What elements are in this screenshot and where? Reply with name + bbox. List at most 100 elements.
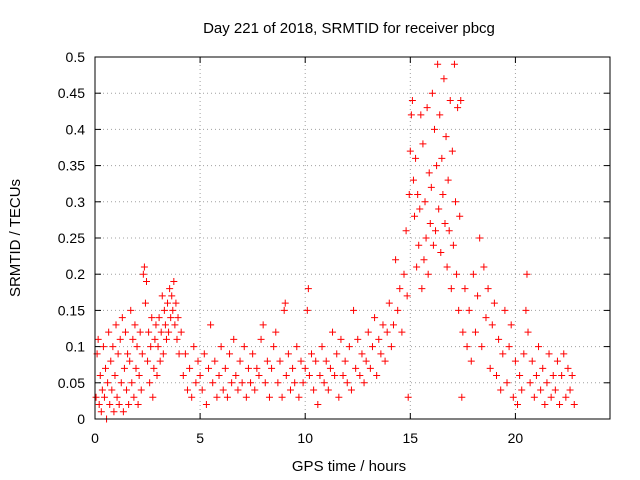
- data-point: [293, 343, 301, 351]
- data-point: [568, 372, 576, 380]
- data-point: [117, 379, 125, 387]
- data-point: [423, 104, 431, 112]
- y-tick-label: 0.35: [58, 158, 85, 174]
- data-point: [509, 393, 517, 401]
- data-point: [115, 401, 123, 409]
- y-tick-label: 0.45: [58, 85, 85, 101]
- data-point: [280, 306, 288, 314]
- y-tick-label: 0.5: [66, 49, 86, 65]
- data-point: [240, 343, 248, 351]
- data-point: [109, 343, 117, 351]
- data-point: [438, 154, 446, 162]
- data-point: [476, 234, 484, 242]
- data-point: [265, 393, 273, 401]
- data-point: [329, 328, 337, 336]
- data-point: [95, 401, 103, 409]
- data-point: [556, 401, 564, 409]
- data-point: [497, 386, 505, 394]
- data-point: [389, 321, 397, 329]
- data-point: [415, 241, 423, 249]
- data-point: [112, 321, 120, 329]
- data-point: [412, 154, 420, 162]
- data-point: [492, 372, 500, 380]
- data-point: [439, 191, 447, 199]
- data-point: [352, 364, 360, 372]
- data-point: [211, 357, 219, 365]
- data-point: [345, 343, 353, 351]
- data-point: [503, 379, 511, 387]
- data-point: [447, 285, 455, 293]
- data-point: [505, 343, 513, 351]
- data-point: [219, 386, 227, 394]
- data-point: [421, 198, 429, 206]
- data-point: [400, 270, 408, 278]
- data-point: [303, 306, 311, 314]
- data-point: [97, 408, 105, 416]
- data-point: [166, 285, 174, 293]
- data-point: [385, 299, 393, 307]
- data-point: [130, 393, 138, 401]
- data-point: [114, 350, 122, 358]
- data-point: [257, 335, 265, 343]
- data-point: [454, 104, 462, 112]
- data-point: [387, 343, 395, 351]
- data-point: [148, 314, 156, 322]
- data-point: [261, 379, 269, 387]
- data-point: [96, 372, 104, 380]
- data-point: [183, 386, 191, 394]
- data-point: [186, 364, 194, 372]
- data-point: [425, 169, 433, 177]
- data-point: [523, 270, 531, 278]
- data-point: [526, 379, 534, 387]
- data-point: [414, 191, 422, 199]
- data-point: [409, 176, 417, 184]
- data-point: [316, 372, 324, 380]
- data-point: [242, 393, 250, 401]
- data-point: [501, 306, 509, 314]
- x-tick-label: 10: [297, 430, 313, 446]
- data-point: [143, 277, 150, 285]
- data-point: [295, 393, 303, 401]
- data-point: [392, 256, 400, 264]
- data-point: [326, 364, 334, 372]
- data-point: [416, 205, 424, 213]
- data-point: [175, 350, 183, 358]
- data-point: [337, 335, 345, 343]
- data-point: [560, 350, 568, 358]
- data-point: [418, 285, 426, 293]
- data-point: [200, 350, 208, 358]
- data-point: [202, 401, 210, 409]
- data-point: [137, 386, 145, 394]
- data-point: [368, 343, 376, 351]
- data-point: [480, 263, 488, 271]
- data-point: [322, 357, 330, 365]
- y-tick-label: 0.2: [66, 266, 86, 282]
- data-point: [539, 364, 547, 372]
- data-point: [291, 379, 299, 387]
- data-point: [450, 60, 458, 68]
- x-tick-label: 20: [508, 430, 524, 446]
- data-point: [150, 364, 158, 372]
- data-point: [119, 408, 127, 416]
- y-tick-label: 0.15: [58, 302, 85, 318]
- data-point: [339, 372, 347, 380]
- data-point: [127, 306, 135, 314]
- data-point: [181, 350, 189, 358]
- data-point: [99, 343, 107, 351]
- data-point: [511, 357, 519, 365]
- data-point: [551, 386, 559, 394]
- data-point: [154, 343, 162, 351]
- data-point: [424, 270, 432, 278]
- data-point: [478, 343, 486, 351]
- data-point: [314, 401, 322, 409]
- plot-frame: [94, 56, 611, 420]
- data-point: [281, 299, 289, 307]
- data-point: [341, 357, 349, 365]
- data-point: [398, 328, 406, 336]
- data-point: [205, 364, 213, 372]
- data-point: [157, 328, 165, 336]
- data-point: [162, 335, 170, 343]
- data-point: [221, 364, 229, 372]
- data-point: [433, 162, 441, 170]
